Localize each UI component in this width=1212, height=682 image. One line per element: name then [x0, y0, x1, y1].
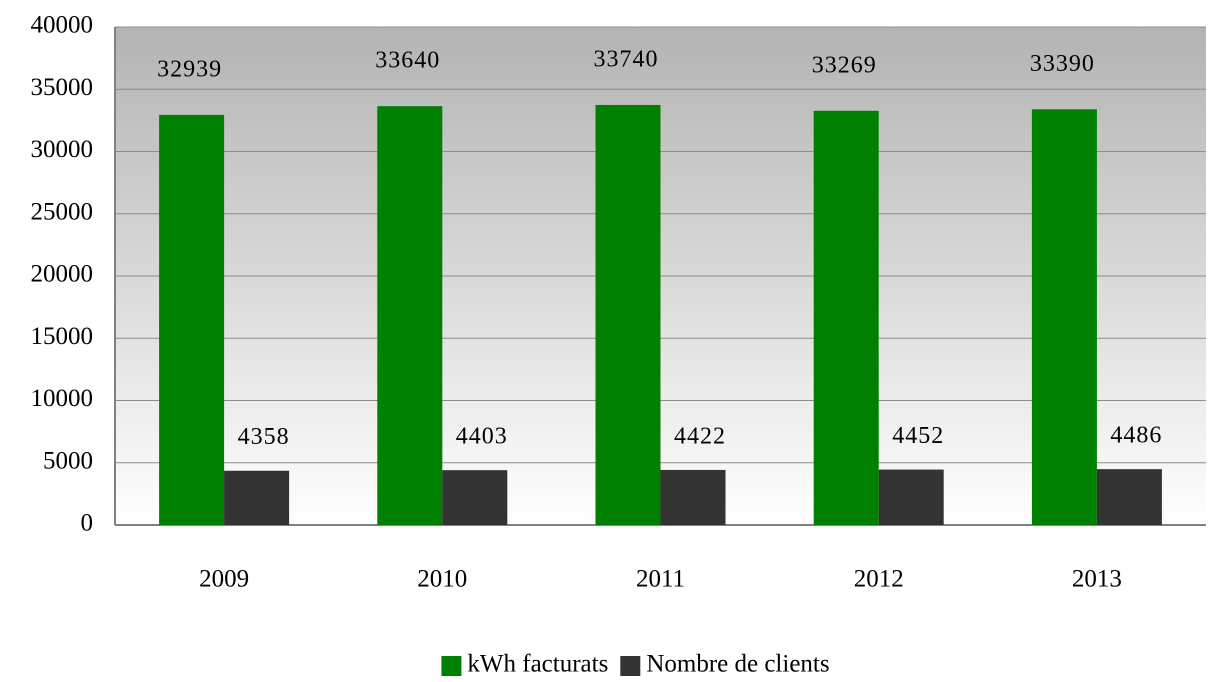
bar	[660, 469, 726, 525]
bar	[1096, 469, 1162, 525]
value-label: 32939	[157, 56, 222, 82]
legend-label: Nombre de clients	[646, 651, 829, 678]
value-label: 33740	[594, 46, 659, 72]
bar	[159, 114, 225, 525]
y-tick-label: 30000	[31, 136, 94, 163]
legend-label: kWh facturats	[467, 651, 608, 678]
y-tick-label: 25000	[31, 198, 94, 225]
value-label: 4422	[674, 423, 726, 449]
value-label: 33640	[375, 48, 440, 74]
x-tick-label: 2011	[636, 566, 685, 593]
y-tick-label: 5000	[43, 447, 93, 474]
bar	[1031, 109, 1097, 526]
y-tick-label: 35000	[31, 74, 94, 101]
y-tick-label: 15000	[31, 323, 94, 350]
value-label: 4358	[238, 424, 290, 450]
value-label: 4486	[1110, 423, 1162, 449]
legend-swatch	[620, 656, 641, 676]
bar	[377, 106, 443, 525]
bar	[813, 110, 879, 525]
bar	[224, 470, 290, 525]
x-tick-label: 2012	[854, 566, 904, 593]
y-tick-label: 20000	[31, 261, 94, 288]
value-label: 33390	[1030, 51, 1095, 77]
y-tick-label: 10000	[31, 385, 94, 412]
bar	[442, 470, 508, 525]
value-label: 4403	[456, 424, 508, 450]
bar	[878, 469, 944, 525]
y-tick-label: 0	[81, 510, 94, 537]
legend-swatch	[441, 656, 462, 676]
y-tick-label: 40000	[31, 12, 94, 39]
value-label: 4452	[892, 423, 944, 449]
x-tick-label: 2009	[199, 566, 249, 593]
bar	[595, 104, 661, 525]
x-tick-label: 2013	[1072, 566, 1122, 593]
x-tick-label: 2010	[417, 566, 467, 593]
value-label: 33269	[812, 52, 877, 78]
